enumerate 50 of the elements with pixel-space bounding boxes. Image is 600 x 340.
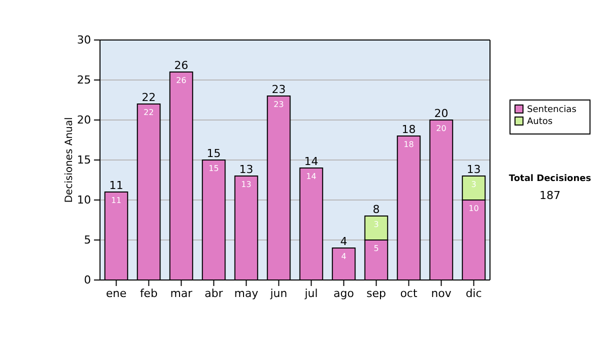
- x-tick-label: may: [234, 286, 259, 300]
- y-tick-label: 10: [77, 194, 91, 207]
- x-tick-label: sep: [366, 286, 386, 300]
- y-tick-label: 0: [84, 274, 91, 287]
- total-label: 13: [239, 163, 254, 176]
- data-label: 22: [144, 108, 154, 117]
- text: Total Decisiones: [508, 174, 592, 184]
- legend-label: Sentencias: [527, 105, 577, 115]
- total-label: 11: [109, 179, 124, 192]
- x-tick-label: dic: [466, 286, 482, 300]
- total-label: 13: [466, 163, 481, 176]
- y-tick-label: 25: [77, 74, 91, 87]
- data-label: 14: [306, 172, 316, 181]
- total-label: 20: [434, 107, 448, 120]
- y-axis-title: Decisiones Anual: [64, 117, 75, 203]
- text: 187: [540, 189, 560, 202]
- x-tick-label: jul: [304, 286, 318, 300]
- data-label: 3: [374, 220, 379, 229]
- data-label: 23: [274, 100, 284, 109]
- total-label: 8: [372, 203, 380, 216]
- x-tick-label: jun: [269, 286, 288, 300]
- x-tick-label: nov: [431, 286, 452, 300]
- total-label: 14: [304, 155, 318, 168]
- y-tick-label: 30: [77, 34, 91, 47]
- x-tick-label: ene: [106, 286, 127, 300]
- x-tick-label: ago: [334, 286, 354, 300]
- total-label: 23: [272, 83, 286, 96]
- data-label: 5: [374, 244, 379, 253]
- data-label: 18: [404, 140, 414, 149]
- data-label: 26: [176, 76, 186, 85]
- data-label: 3: [471, 180, 476, 189]
- data-label: 13: [241, 180, 252, 189]
- total-label: 4: [340, 235, 348, 248]
- data-label: 15: [208, 164, 219, 173]
- y-tick-label: 5: [84, 234, 91, 247]
- data-label: 10: [468, 204, 479, 213]
- total-label: 15: [206, 147, 221, 160]
- legend-label: Autos: [527, 117, 553, 127]
- x-tick-label: feb: [140, 286, 158, 300]
- total-label: 18: [402, 123, 416, 136]
- data-label: 11: [111, 196, 122, 205]
- data-label: 20: [436, 124, 446, 133]
- x-tick-label: mar: [170, 286, 193, 300]
- y-tick-label: 20: [77, 114, 91, 127]
- x-tick-label: abr: [204, 286, 224, 300]
- total-label: 26: [174, 59, 188, 72]
- total-label: 22: [142, 91, 156, 104]
- y-tick-label: 15: [77, 154, 91, 167]
- data-label: 4: [341, 252, 346, 261]
- x-tick-label: oct: [400, 286, 418, 300]
